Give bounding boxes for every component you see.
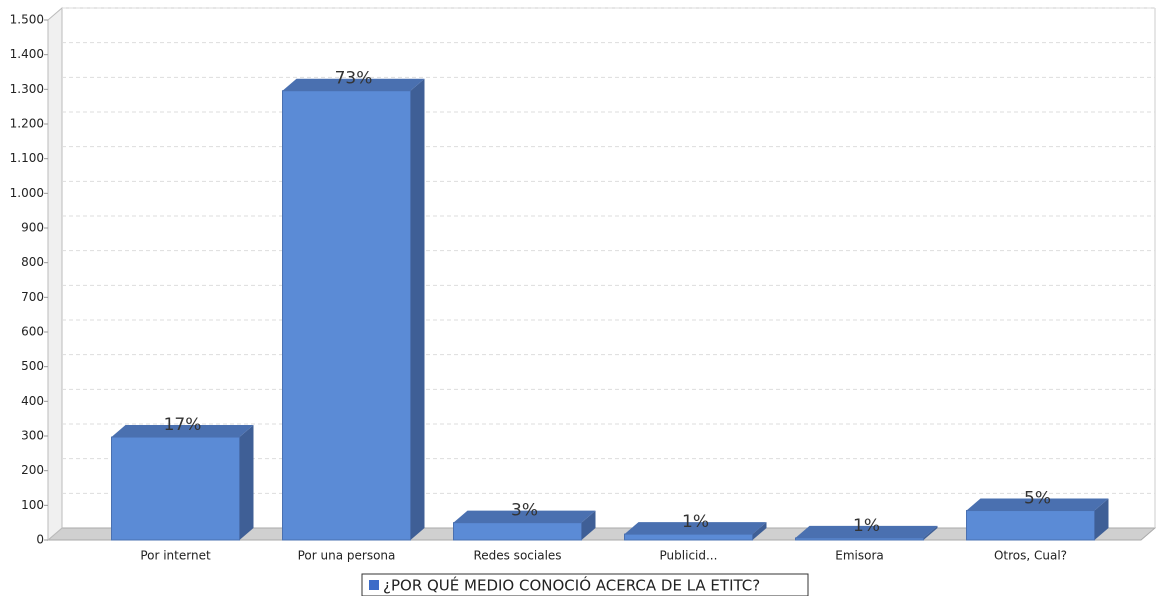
bar-side <box>239 425 254 540</box>
legend <box>361 573 809 596</box>
y-tick-label: 1.200 <box>10 117 44 131</box>
x-tick-label: Emisora <box>835 549 884 563</box>
y-tick-label: 1.300 <box>10 82 44 96</box>
y-tick-label: 300 <box>21 429 44 443</box>
y-tick-label: 1.100 <box>10 151 44 165</box>
bar <box>453 522 582 541</box>
bar <box>795 537 924 541</box>
bar <box>282 90 411 541</box>
x-tick-label: Publicid... <box>660 549 718 563</box>
data-label: 1% <box>853 516 880 536</box>
bar-top <box>111 425 254 438</box>
x-tick-label: Por una persona <box>298 549 396 563</box>
y-tick-label: 400 <box>21 394 44 408</box>
y-tick-label: 1.500 <box>10 13 44 27</box>
y-tick-label: 0 <box>36 533 44 547</box>
bar-side <box>923 525 938 540</box>
x-tick-label: Por internet <box>140 549 211 563</box>
bar-top <box>966 498 1109 511</box>
data-label: 73% <box>335 69 373 89</box>
y-tick-label: 500 <box>21 359 44 373</box>
data-label: 17% <box>164 415 202 435</box>
y-tick-label: 100 <box>21 498 44 512</box>
data-label: 3% <box>511 501 538 521</box>
bar-top <box>624 522 767 535</box>
bar-side <box>410 78 425 540</box>
y-tick-label: 1.400 <box>10 47 44 61</box>
data-label: 1% <box>682 512 709 532</box>
bar-side <box>752 522 767 540</box>
bar <box>966 510 1095 541</box>
x-tick-label: Redes sociales <box>473 549 561 563</box>
bar-side <box>1094 498 1109 540</box>
bar <box>111 436 240 541</box>
data-label: 5% <box>1024 489 1051 509</box>
y-tick-label: 900 <box>21 221 44 235</box>
legend-label: ¿POR QUÉ MEDIO CONOCIÓ ACERCA DE LA ETIT… <box>383 576 760 595</box>
bar-top <box>282 78 425 91</box>
y-tick-label: 200 <box>21 463 44 477</box>
x-tick-label: Otros, Cual? <box>994 549 1067 563</box>
y-tick-label: 800 <box>21 255 44 269</box>
bar <box>624 533 753 541</box>
y-tick-label: 1.000 <box>10 186 44 200</box>
y-tick-label: 700 <box>21 290 44 304</box>
bar-top <box>795 525 938 538</box>
bar-top <box>453 510 596 523</box>
y-tick-label: 600 <box>21 325 44 339</box>
legend-swatch <box>369 580 379 590</box>
side-wall <box>47 6 63 542</box>
bar-side <box>581 510 596 540</box>
